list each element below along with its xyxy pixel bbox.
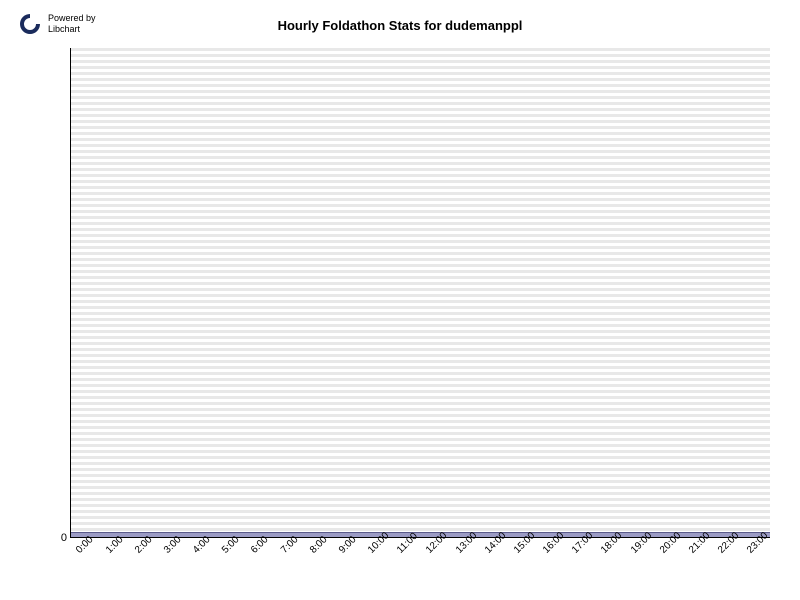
chart-container: [70, 48, 770, 538]
logo-area: Powered by Libchart: [18, 12, 96, 36]
powered-by-label: Powered by: [48, 13, 96, 24]
chart-title: Hourly Foldathon Stats for dudemanppl: [278, 18, 523, 33]
y-tick-label-0: 0: [55, 532, 67, 544]
libchart-label: Libchart: [48, 24, 96, 35]
plot-area: [70, 48, 770, 538]
x-labels-container: 0:001:002:003:004:005:006:007:008:009:00…: [70, 540, 770, 580]
libchart-logo-icon: [18, 12, 42, 36]
plot-fill: [71, 48, 770, 537]
logo-text: Powered by Libchart: [48, 13, 96, 35]
